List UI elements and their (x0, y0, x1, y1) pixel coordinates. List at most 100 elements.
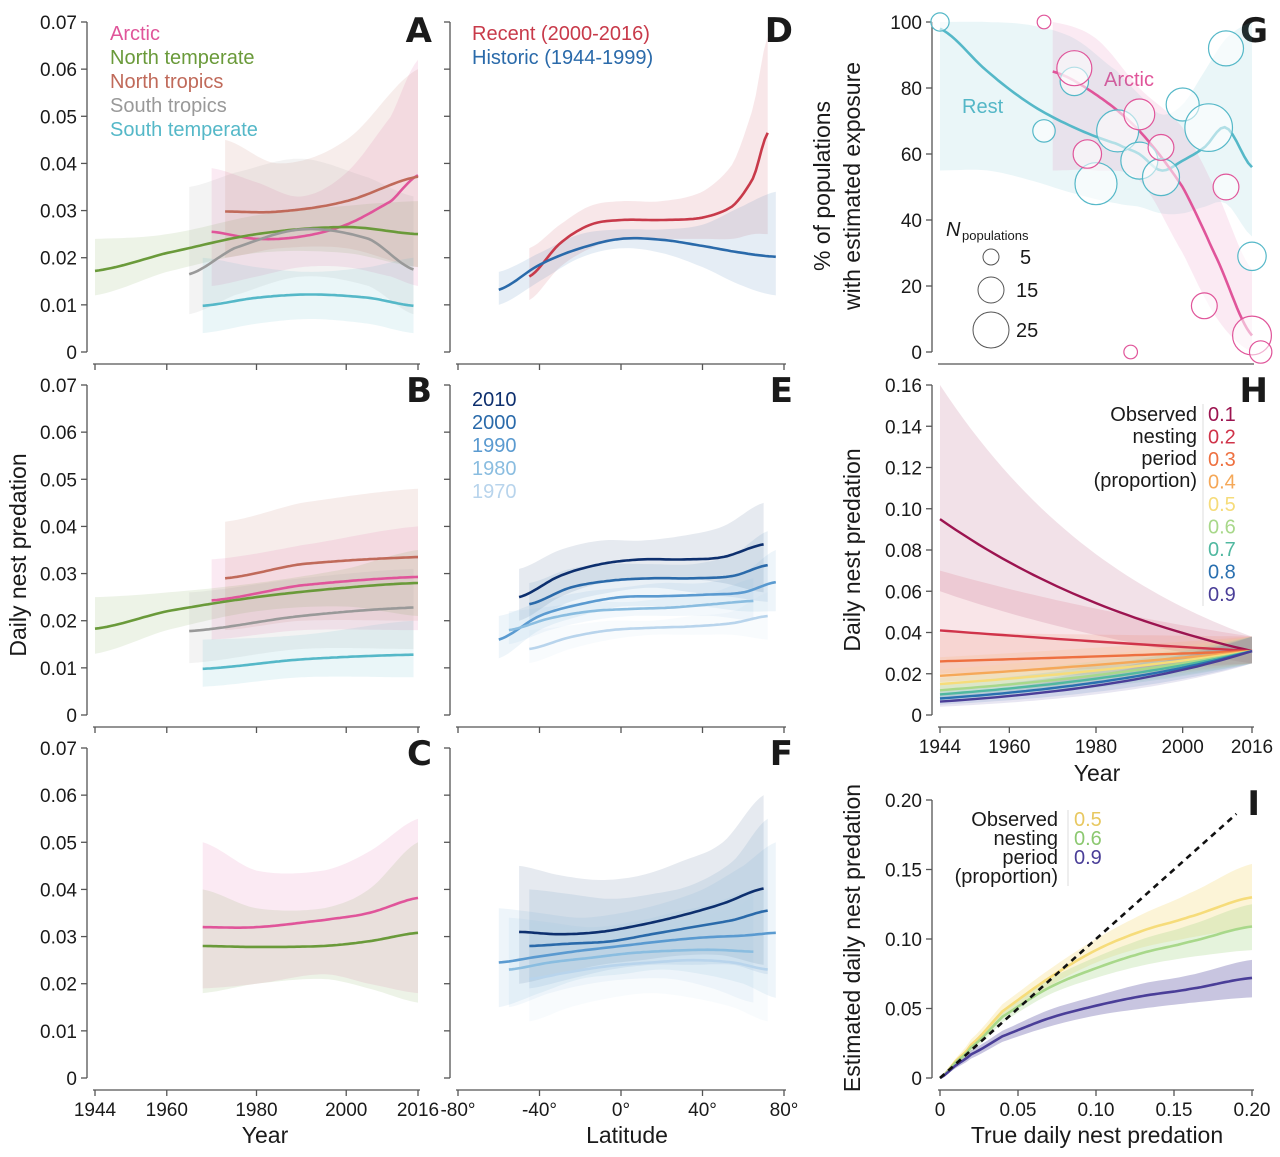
i-legend-title-3: period (1002, 847, 1058, 869)
ci-band-1980 (508, 578, 754, 645)
size-legend-25: 25 (1016, 320, 1038, 342)
panel-f-series (498, 795, 776, 1022)
xtick-label-c: 1944 (74, 1100, 117, 1121)
xtick-label-c: 2000 (325, 1100, 367, 1121)
series-line-h-07 (939, 649, 1253, 696)
legend-e-2000: 2000 (472, 412, 517, 434)
series-line-historic-1944-1999- (498, 236, 776, 292)
series-line-0-5 (939, 896, 1253, 1080)
ytick-label-i: 0.15 (885, 861, 922, 882)
scatter-point-arctic (1212, 173, 1240, 201)
panel-letter-g: G (1240, 11, 1268, 51)
scatter-point-rest (1074, 162, 1118, 206)
ytick-label-i: 0.20 (885, 791, 922, 812)
panel-b-axes: 0 0.01 0.02 0.03 0.04 0.05 0.06 0.07 (40, 376, 420, 733)
series-line-1-1 (939, 812, 1238, 1079)
panel-d-axes (444, 21, 786, 370)
series-line-rest (939, 27, 1253, 172)
ytick-label-g: 60 (901, 145, 922, 166)
series-line-0-6 (939, 925, 1253, 1080)
ytick-label-a: 0.05 (40, 107, 77, 128)
npop-sub: populations (962, 228, 1029, 243)
i-legend-title-2: nesting (994, 828, 1059, 850)
series-line-0-9 (939, 976, 1253, 1080)
ylabel-g-line1: % of populations (809, 101, 835, 271)
series-line-arctic (211, 575, 419, 602)
series-line-south-tropics (189, 606, 414, 633)
ytick-label-h: 0.04 (885, 624, 922, 645)
series-line-2000 (529, 909, 768, 948)
ci-band-north-tropics (225, 69, 418, 268)
panel-e-series (498, 502, 777, 664)
series-line-h-03 (939, 649, 1253, 663)
panel-h-axes: 0 0.02 0.04 0.06 0.08 0.10 0.12 0.14 0.16 1944 196… (885, 376, 1273, 758)
i-legend-06: 0.6 (1074, 828, 1102, 850)
xtick-label-i: 0.10 (1078, 1100, 1115, 1121)
ytick-label-a: 0 (66, 343, 77, 364)
scatter-point-arctic (1123, 98, 1156, 131)
h-legend-title-4: (proportion) (1094, 470, 1197, 492)
series-line-h-06 (939, 649, 1253, 692)
ytick-label-b: 0 (66, 706, 77, 727)
i-legend-09: 0.9 (1074, 847, 1102, 869)
panel-i-axes: 0 0.05 0.10 0.15 0.20 0 0.05 0.10 0.15 0.20 (885, 791, 1270, 1121)
ytick-label-c: 0.01 (40, 1022, 77, 1043)
ci-band-north-temperate (95, 201, 418, 296)
scatter-point-arctic (1147, 133, 1175, 161)
scatter-point-rest (1032, 119, 1056, 143)
npop-label: N (946, 219, 961, 241)
panel-c-series (202, 818, 419, 1003)
legend-a-south-temperate: South temperate (110, 119, 258, 141)
series-line-north-temperate (94, 581, 419, 630)
ytick-label-g: 80 (901, 79, 922, 100)
series-line-north-temperate (94, 225, 419, 273)
panel-e-axes (444, 384, 786, 733)
ytick-label-i: 0.10 (885, 930, 922, 951)
h-legend-01: 0.1 (1208, 404, 1236, 426)
ytick-label-g: 40 (901, 211, 922, 232)
ci-band-h-01 (940, 385, 1252, 664)
scatter-point-arctic (1248, 340, 1273, 364)
ytick-label-a: 0.03 (40, 202, 77, 223)
ylabel-h: Daily nest predation (839, 448, 865, 651)
scatter-point-rest (1207, 30, 1245, 67)
xlabel-h: Year (1074, 760, 1121, 786)
series-line-recent-2000-2016- (528, 132, 769, 278)
ytick-label-c: 0 (66, 1069, 77, 1090)
ci-band-2000 (529, 531, 768, 621)
ytick-label-a: 0.02 (40, 249, 77, 270)
ci-band-south-temperate (202, 620, 414, 687)
label-g-rest: Rest (962, 96, 1004, 118)
i-legend-05: 0.5 (1074, 809, 1102, 831)
scatter-point-rest (1237, 241, 1267, 272)
xtick-label-f: 80° (770, 1100, 799, 1121)
series-line-north-temperate (202, 931, 419, 949)
series-line-north-tropics (224, 555, 418, 580)
ytick-label-i: 0.05 (885, 1000, 922, 1021)
ytick-label-c: 0.04 (40, 880, 77, 901)
size-legend-circle-25 (972, 311, 1010, 349)
legend-e-2010: 2010 (472, 389, 517, 411)
ytick-label-c: 0.07 (40, 739, 77, 760)
panel-h-series (939, 385, 1253, 707)
scatter-point-arctic (1072, 139, 1103, 169)
legend-a-north-tropics: North tropics (110, 71, 223, 93)
scatter-point-rest (930, 12, 950, 32)
ytick-label-h: 0.06 (885, 582, 922, 603)
xtick-label-h: 2016 (1231, 737, 1273, 758)
scatter-point-arctic (1036, 14, 1052, 30)
ci-band-1980 (508, 889, 754, 1008)
h-legend-09: 0.9 (1208, 584, 1236, 606)
panel-g-points (930, 12, 1273, 364)
ytick-label-c: 0.03 (40, 928, 77, 949)
xlabel-i: True daily nest predation (971, 1122, 1223, 1148)
series-line-1980 (508, 948, 754, 971)
ytick-label-b: 0.04 (40, 517, 77, 538)
series-line-2010 (519, 887, 764, 936)
legend-e-1990: 1990 (472, 435, 517, 457)
h-legend-06: 0.6 (1208, 517, 1236, 539)
ci-band-0-9 (940, 959, 1252, 1078)
series-line-h-08 (939, 649, 1253, 700)
xtick-label-i: 0.05 (1000, 1100, 1037, 1121)
ytick-label-g: 0 (911, 343, 922, 364)
